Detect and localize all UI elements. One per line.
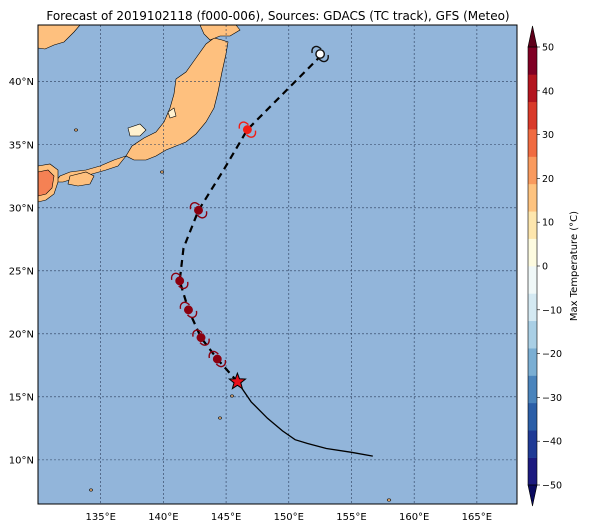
colorbar-tick-label: −40 xyxy=(542,437,562,448)
colorbar-segment xyxy=(528,74,537,103)
colorbar-segment xyxy=(528,457,537,486)
colorbar-segment xyxy=(528,375,537,404)
cyclone-icon xyxy=(170,272,189,290)
lon-tick-label: 155°E xyxy=(336,512,366,523)
colorbar-extend-high xyxy=(527,25,538,48)
colorbar-segment xyxy=(528,266,537,294)
figure-title: Forecast of 2019102118 (f000-006), Sourc… xyxy=(46,9,509,23)
colorbar-segment xyxy=(528,320,537,349)
map-frame xyxy=(37,24,518,505)
lon-tick-label: 160°E xyxy=(399,512,429,523)
land-islet-c xyxy=(74,128,78,132)
colorbar-tick-label: 40 xyxy=(542,86,554,97)
cyclone-icon xyxy=(179,301,198,319)
land-korea xyxy=(38,25,81,50)
cyclone-icon xyxy=(208,350,227,368)
colorbar: −50 −40 −30 −20 −10 0 10 20 30 40 50 xyxy=(527,25,562,507)
lat-tick-label: 40°N xyxy=(9,77,34,88)
land-cool-tohoku xyxy=(167,107,177,119)
colorbar-segment xyxy=(528,156,537,185)
colorbar-tick-label: 30 xyxy=(542,130,554,141)
current-position-star-icon xyxy=(227,371,247,390)
lon-tick-label: 150°E xyxy=(274,512,304,523)
lat-tick-label: 25°N xyxy=(9,266,34,277)
storm-symbols xyxy=(170,45,329,368)
colorbar-segment xyxy=(528,293,537,322)
land-izu-island xyxy=(160,170,164,174)
cyclone-icon xyxy=(189,202,208,219)
lon-tick-label: 145°E xyxy=(211,512,241,523)
past-track-line xyxy=(236,381,373,457)
cyclone-icon xyxy=(311,45,329,63)
storm-track xyxy=(170,45,373,457)
colorbar-tick-label: −20 xyxy=(542,349,562,360)
land-hot-kyushu xyxy=(38,169,55,197)
colorbar-segment xyxy=(528,430,537,458)
colorbar-tick-label: −30 xyxy=(542,393,562,404)
lat-tick-label: 35°N xyxy=(9,140,34,151)
lat-tick-label: 20°N xyxy=(9,329,34,340)
land-cool-alps xyxy=(127,123,147,137)
colorbar-label: Max Temperature (°C) xyxy=(569,211,580,321)
colorbar-segment xyxy=(528,129,537,157)
land-layer xyxy=(38,25,392,502)
land-japan-honshu-north xyxy=(125,37,229,161)
colorbar-tick-label: 0 xyxy=(542,262,548,273)
colorbar-segment xyxy=(528,47,537,75)
lat-tick-label: 10°N xyxy=(9,455,34,466)
colorbar-tick-label: 20 xyxy=(542,174,554,185)
colorbar-segment xyxy=(528,211,537,239)
colorbar-segment xyxy=(528,402,537,431)
colorbar-tick-label: −10 xyxy=(542,305,562,316)
colorbar-extend-low xyxy=(527,484,538,507)
land-islet-b xyxy=(386,498,392,502)
colorbar-tick-label: −50 xyxy=(542,481,562,492)
lon-tick-label: 140°E xyxy=(148,512,178,523)
colorbar-segment xyxy=(528,238,537,267)
lon-tick-label: 135°E xyxy=(85,512,115,523)
land-marianas-b xyxy=(218,416,222,420)
colorbar-tick-label: 10 xyxy=(542,218,554,229)
lat-tick-label: 30°N xyxy=(9,203,34,214)
map-panel: 135°E 140°E 145°E 150°E 155°E 160°E 165°E 10°N… xyxy=(9,24,518,523)
cyclone-icon xyxy=(192,329,210,346)
land-hokkaido xyxy=(199,25,241,41)
colorbar-segment xyxy=(528,348,537,376)
colorbar-segment xyxy=(528,183,537,212)
land-shikoku xyxy=(67,171,95,187)
colorbar-tick-label: 50 xyxy=(542,43,554,54)
longitude-ticks: 135°E 140°E 145°E 150°E 155°E 160°E 165°E xyxy=(85,512,492,523)
latitude-ticks: 10°N 15°N 20°N 25°N 30°N 35°N 40°N xyxy=(9,77,34,466)
cyclone-icon xyxy=(238,121,257,138)
land-islet-a xyxy=(89,488,93,492)
lat-tick-label: 15°N xyxy=(9,392,34,403)
ocean-background xyxy=(38,25,517,504)
colorbar-segment xyxy=(528,101,537,130)
lon-tick-label: 165°E xyxy=(462,512,492,523)
